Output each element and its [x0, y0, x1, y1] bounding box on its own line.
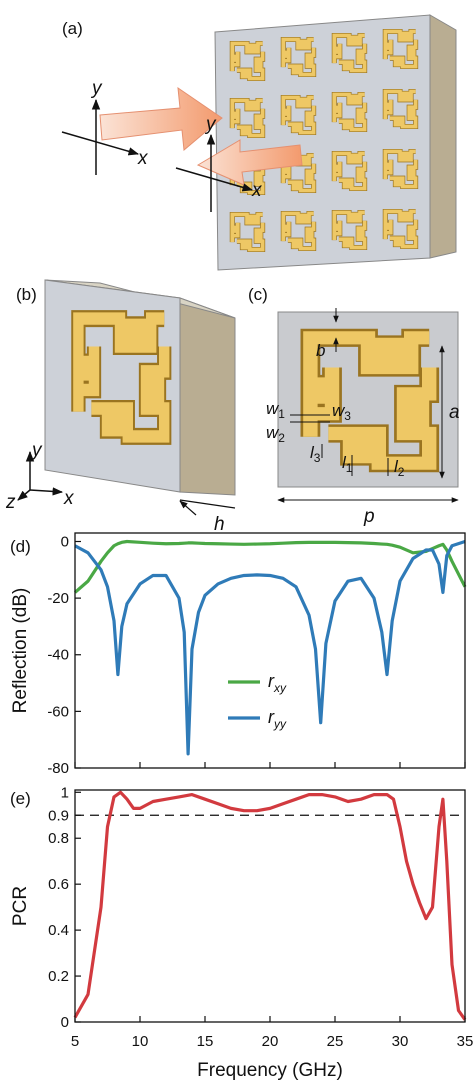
dimension-label: w2	[266, 423, 285, 445]
axis-label: x	[63, 488, 75, 509]
panel-a: (a) y x y x	[61, 14, 457, 271]
dimension-label: h	[214, 514, 225, 535]
y-tick-label: 1	[61, 784, 69, 801]
incident-arrow	[99, 86, 223, 151]
dimension-label: l2	[394, 457, 405, 479]
dimension-label: a	[449, 402, 460, 423]
dim-text: l	[394, 457, 399, 476]
axis-label: y	[30, 440, 43, 461]
axis-label: y	[90, 78, 103, 99]
dim-text: l	[342, 453, 347, 472]
slab-front	[214, 14, 431, 271]
axis-label: z	[5, 492, 16, 513]
data-line	[74, 539, 466, 756]
panel-label: (e)	[10, 789, 31, 808]
panel-c: (c) b w1 w2 w3 l1 l2 l3 a p	[248, 285, 460, 527]
x-tick-label: 15	[197, 1033, 214, 1050]
x-tick-label: 20	[262, 1033, 279, 1050]
axis-label: y	[204, 114, 217, 135]
dim-text: w	[266, 423, 280, 442]
y-axis-label: Reflection (dB)	[10, 588, 31, 714]
dim-sub: 1	[278, 407, 285, 421]
y-tick-label: -80	[47, 760, 69, 777]
y-tick-label: 0.4	[48, 922, 69, 939]
legend-subscript: yy	[273, 717, 287, 731]
y-tick-label: -40	[47, 647, 69, 664]
dim-sub: 2	[278, 431, 285, 445]
axis-line	[175, 167, 254, 192]
axis-line	[29, 487, 64, 496]
y-tick-label: -60	[47, 703, 69, 720]
axis-label: x	[137, 148, 149, 169]
y-tick-label: -20	[47, 590, 69, 607]
axis-label: x	[251, 180, 263, 201]
dim-sub: 3	[344, 409, 351, 423]
data-line	[73, 539, 467, 594]
y-tick-label: 0	[61, 533, 69, 550]
y-tick-label: 0.8	[48, 830, 69, 847]
plot-frame	[74, 789, 466, 1023]
charts: (d)Reflection (dB)-80-60-40-200rxyryy(e)…	[10, 532, 474, 1081]
reflected-arrow	[196, 139, 303, 186]
x-tick-label: 25	[327, 1033, 344, 1050]
dimension-label: l1	[342, 453, 353, 475]
y-axis-label: PCR	[10, 886, 31, 926]
panel-label: (a)	[62, 19, 83, 38]
data-line	[73, 790, 467, 1021]
slab-side	[179, 297, 236, 496]
legend-label: rxy	[268, 671, 287, 695]
dimension-label: l3	[310, 443, 321, 465]
plot-frame	[74, 532, 466, 769]
legend-name: r	[268, 671, 275, 691]
y-tick-label: 0	[61, 1014, 69, 1031]
axis-line	[17, 489, 31, 501]
dimension-label: b	[316, 341, 325, 360]
dim-sub: 2	[398, 465, 405, 479]
dimension-label: w3	[332, 401, 351, 423]
slab-side	[429, 14, 457, 259]
dimension-line	[179, 499, 236, 509]
legend-label: ryy	[268, 707, 287, 731]
dim-text: l	[310, 443, 315, 462]
dim-text: w	[332, 401, 346, 420]
y-tick-label: 0.6	[48, 876, 69, 893]
y-tick-label: 0.2	[48, 968, 69, 985]
x-axis-label: Frequency (GHz)	[197, 1060, 343, 1081]
dimension-arrow	[179, 500, 197, 516]
x-tick-label: 5	[71, 1033, 79, 1050]
panel-b: (b) y z x h	[5, 279, 236, 535]
panel-label: (b)	[16, 285, 37, 304]
panel-label: (c)	[248, 285, 268, 304]
dim-text: w	[266, 399, 280, 418]
panel-label: (d)	[10, 537, 31, 556]
dimension-label: w1	[266, 399, 285, 421]
legend-name: r	[268, 707, 275, 727]
axis-line	[61, 131, 140, 156]
legend-subscript: xy	[273, 681, 287, 695]
x-tick-label: 30	[392, 1033, 409, 1050]
y-tick-label: 0.9	[48, 807, 69, 824]
x-tick-label: 35	[457, 1033, 474, 1050]
dim-sub: 3	[314, 451, 321, 465]
x-tick-label: 10	[132, 1033, 149, 1050]
dim-sub: 1	[346, 461, 353, 475]
dimension-label: p	[363, 506, 375, 527]
